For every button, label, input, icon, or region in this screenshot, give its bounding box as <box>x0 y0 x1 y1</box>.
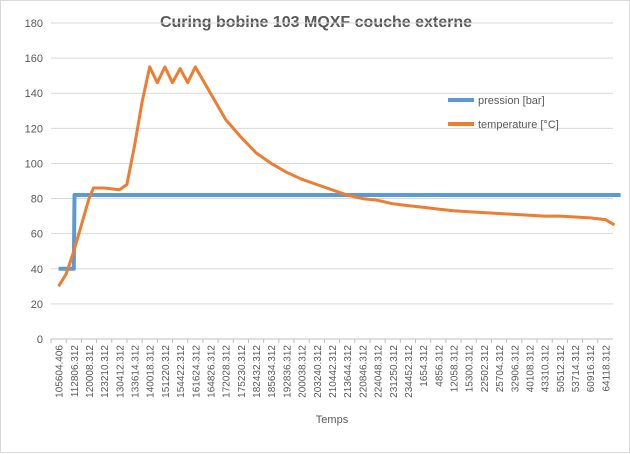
x-tick-label: 120008.312 <box>85 345 96 398</box>
x-tick-label: 154422.312 <box>176 345 187 398</box>
x-axis-tick-labels: 105604.406 112806.312 120008.312 123210.312… <box>50 339 612 398</box>
x-tick-label: 164826.312 <box>206 345 217 398</box>
legend-label: temperature [°C] <box>478 119 559 131</box>
x-tick-label: 161624.312 <box>191 345 202 398</box>
gridlines <box>51 22 613 340</box>
x-tick-label: 105604.406 <box>55 345 66 398</box>
x-axis-title: Temps <box>316 414 349 426</box>
x-tick-label: 53714.312 <box>571 345 582 393</box>
x-tick-label: 25704.312 <box>495 345 506 393</box>
x-tick-label: 213644.312 <box>343 345 354 398</box>
y-tick-label: 160 <box>25 53 43 65</box>
y-tick-label: 60 <box>31 229 43 241</box>
legend-label: pression [bar] <box>478 95 545 107</box>
x-tick-label: 192836.312 <box>282 345 293 398</box>
x-tick-label: 203240.312 <box>313 345 324 398</box>
x-tick-label: 175230.312 <box>237 345 248 398</box>
x-tick-label: 140018.312 <box>146 345 157 398</box>
x-tick-label: 185634.312 <box>267 345 278 398</box>
series-lines <box>57 65 621 288</box>
series-line-pression <box>58 193 621 271</box>
legend: pression [bar] temperature [°C] <box>448 95 559 131</box>
x-tick-label: 40108.312 <box>525 345 536 393</box>
y-tick-label: 40 <box>31 264 43 276</box>
x-tick-label: 133614.312 <box>131 345 142 398</box>
x-tick-label: 43310.312 <box>541 345 552 393</box>
x-tick-label: 32906.312 <box>510 345 521 393</box>
x-tick-label: 224048.312 <box>374 345 385 398</box>
x-tick-label: 200038.312 <box>298 345 309 398</box>
x-tick-label: 231250.312 <box>389 345 400 398</box>
x-tick-label: 112806.312 <box>70 345 81 398</box>
x-tick-label: 50512.312 <box>556 345 567 393</box>
y-tick-label: 120 <box>25 123 43 135</box>
x-tick-label: 234452.312 <box>404 345 415 398</box>
y-tick-label: 0 <box>37 334 43 346</box>
x-tick-label: 4856.312 <box>434 345 445 387</box>
x-tick-label: 60916.312 <box>586 345 597 393</box>
x-tick-label: 220846.312 <box>358 345 369 398</box>
x-tick-label: 15300.312 <box>465 345 476 393</box>
x-tick-label: 172028.312 <box>222 345 233 398</box>
y-tick-label: 180 <box>25 18 43 30</box>
x-tick-label: 1654.312 <box>419 345 430 387</box>
x-tick-label: 12058.312 <box>450 345 461 393</box>
y-tick-label: 140 <box>25 88 43 100</box>
series-line-temperature <box>57 65 616 288</box>
y-axis-tick-labels: 0 20 40 60 80 100 120 140 160 180 <box>25 18 43 346</box>
x-tick-label: 182432.312 <box>252 345 263 398</box>
x-tick-label: 123210.312 <box>100 345 111 398</box>
x-tick-label: 130412.312 <box>115 345 126 398</box>
x-tick-label: 210442.312 <box>328 345 339 398</box>
y-tick-label: 20 <box>31 299 43 311</box>
x-tick-label: 22502.312 <box>480 345 491 393</box>
y-tick-label: 80 <box>31 194 43 206</box>
x-tick-label: 64118.312 <box>601 345 612 392</box>
y-tick-label: 100 <box>25 158 43 170</box>
x-tick-label: 151220.312 <box>161 345 172 398</box>
